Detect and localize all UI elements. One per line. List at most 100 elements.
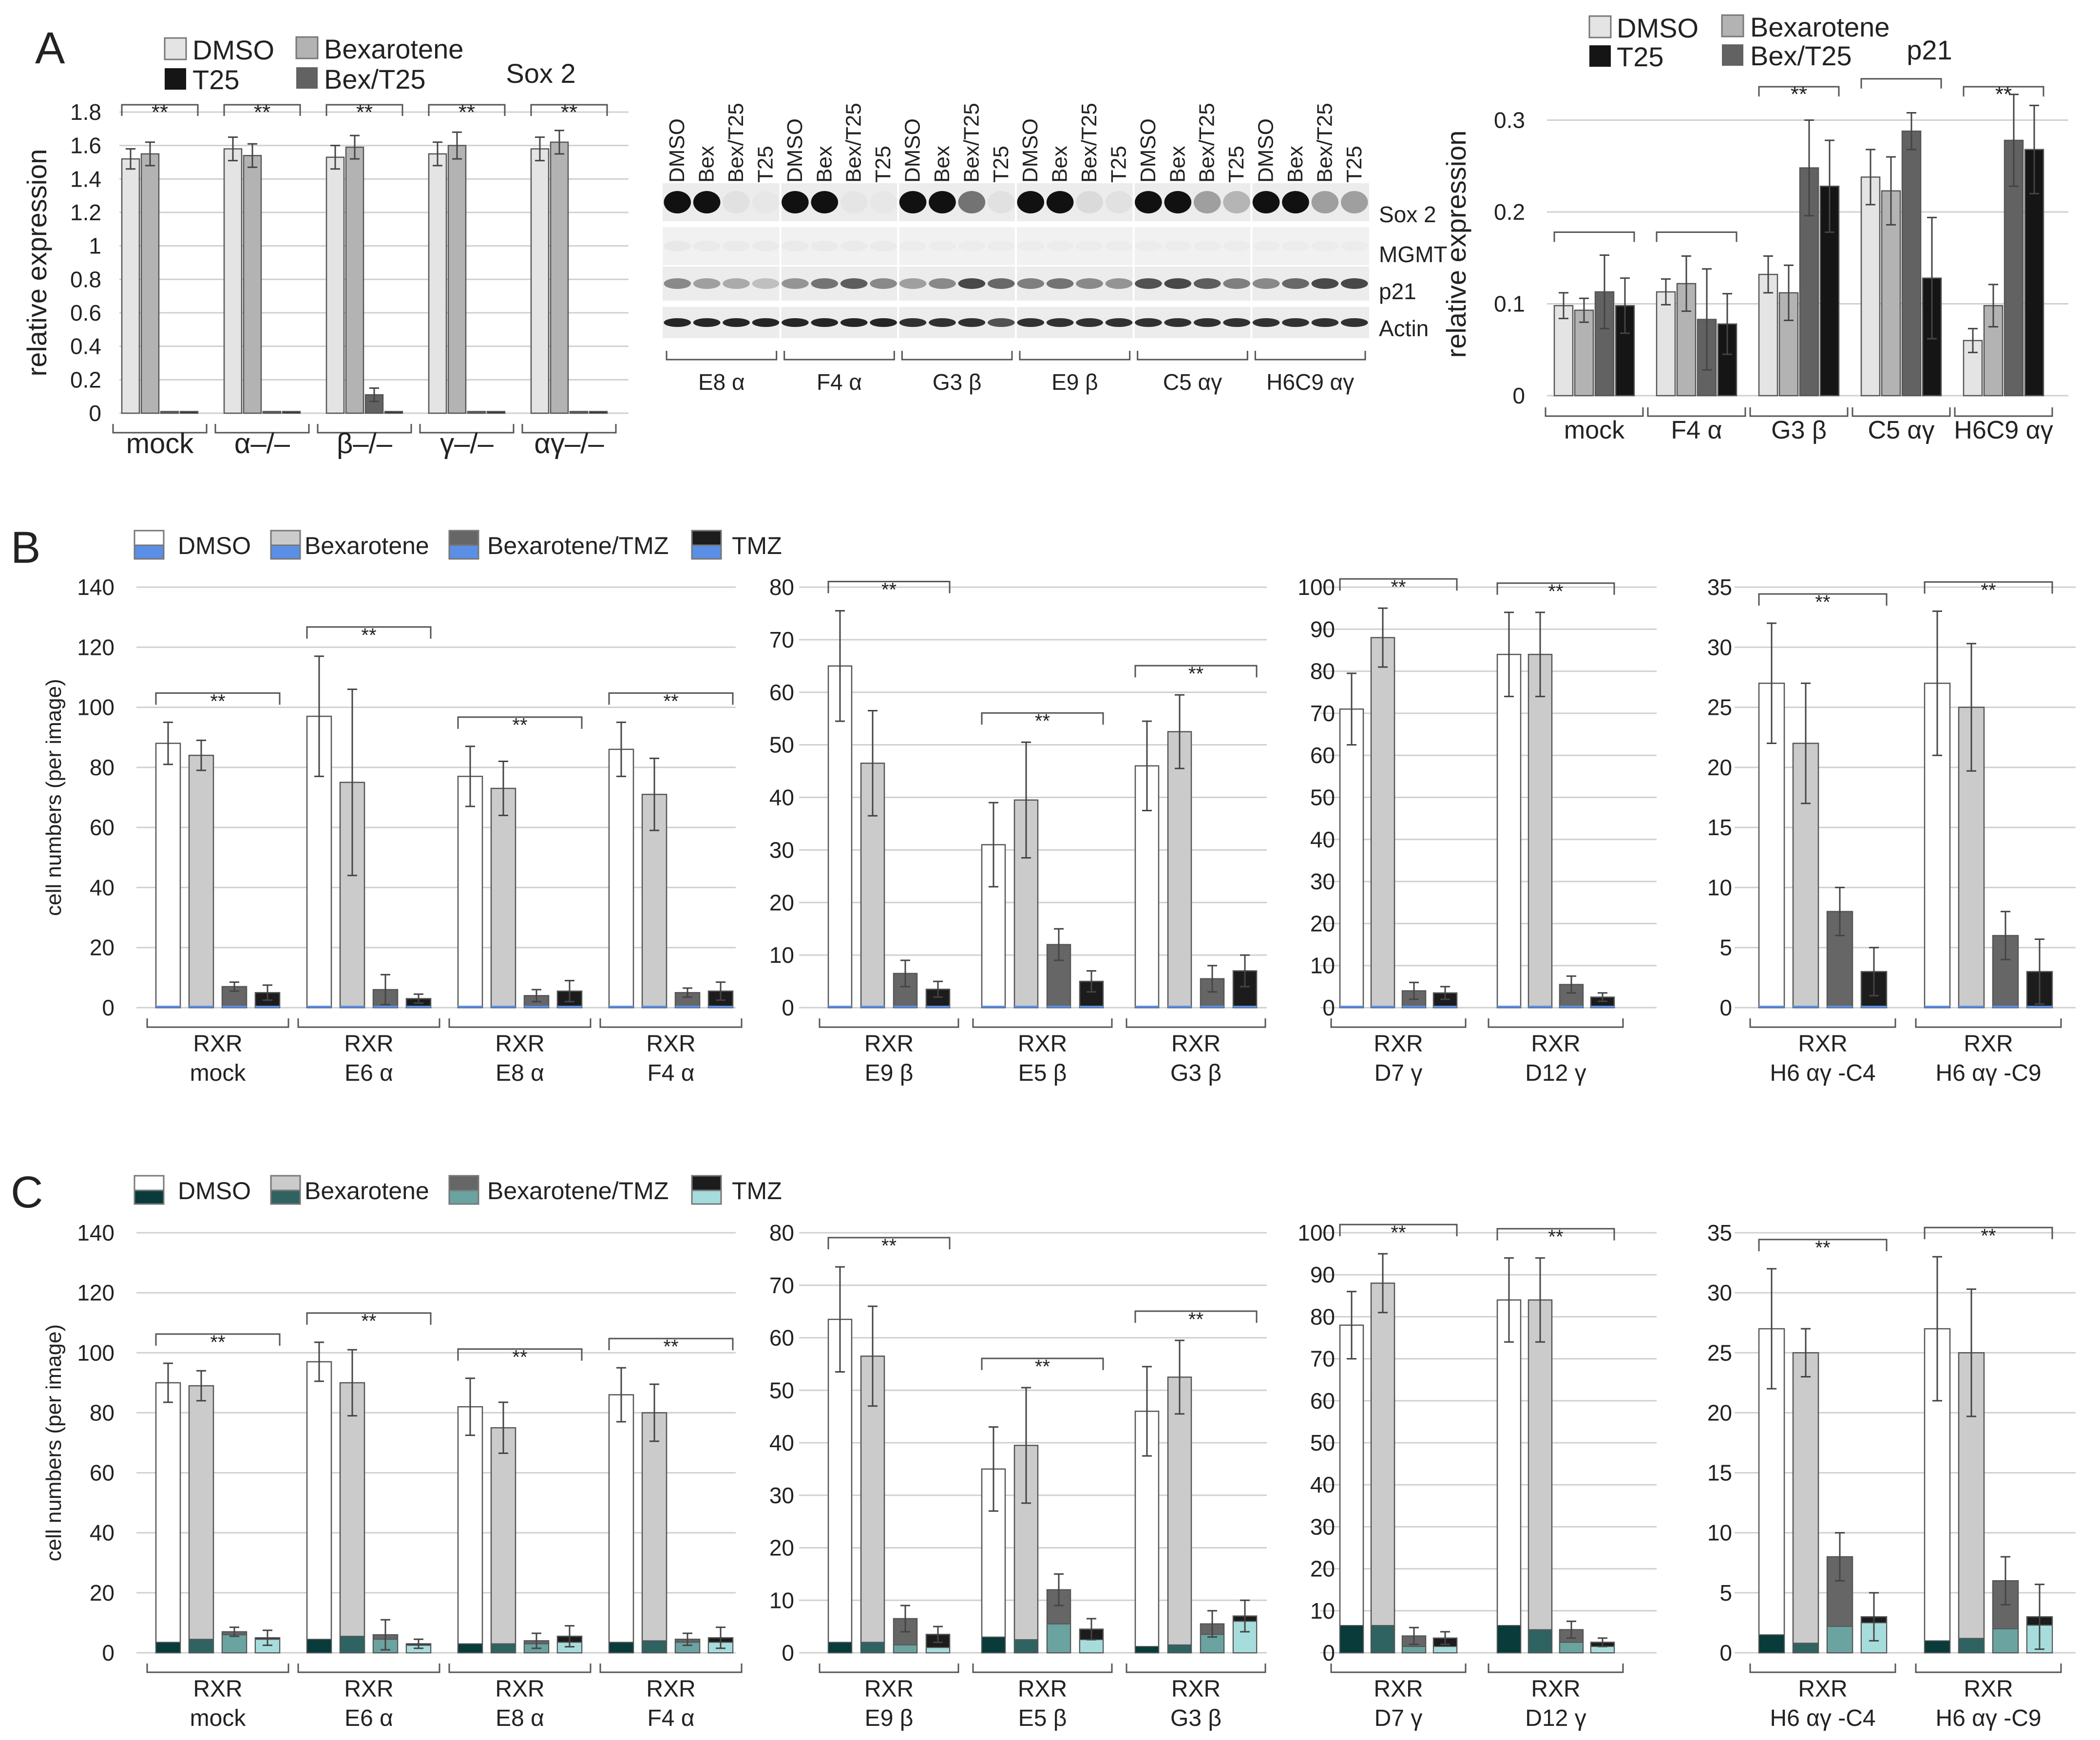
category-sublabel: E5 β bbox=[1018, 1060, 1067, 1086]
blot-lane-label: T25 bbox=[1224, 146, 1248, 183]
bar bbox=[345, 146, 364, 414]
group-underline bbox=[972, 1664, 1113, 1673]
group-underline bbox=[1749, 1664, 1896, 1673]
category-sublabel: E6 α bbox=[344, 1705, 393, 1731]
significance-bracket bbox=[155, 692, 281, 705]
y-tick-label: 0 bbox=[1719, 1640, 1732, 1665]
bar bbox=[1656, 291, 1676, 397]
y-tick-label: 35 bbox=[1707, 1220, 1732, 1245]
blot-band bbox=[693, 241, 721, 251]
y-tick-label: 80 bbox=[769, 574, 794, 600]
y-tick-label: 20 bbox=[1707, 755, 1732, 780]
bar-base-segment bbox=[1993, 1006, 2018, 1008]
legend-label-t25: T25 bbox=[1617, 41, 1664, 72]
y-tick-label: 0.4 bbox=[70, 334, 101, 359]
blot-band bbox=[958, 318, 986, 327]
chart-B-beta: 0 10 20 30 40 50 60 70 80 RXR E9 β ** RXR E5 β ** RXR G3… bbox=[769, 574, 1267, 1086]
group-underline bbox=[819, 1664, 959, 1673]
y-tick-label: 140 bbox=[77, 574, 115, 600]
legend-swatch-bexarotene bbox=[1721, 14, 1744, 38]
blot-band bbox=[899, 191, 927, 213]
significance-bracket bbox=[155, 1333, 281, 1346]
blot-band bbox=[870, 278, 897, 289]
group-underline bbox=[1330, 1664, 1467, 1673]
category-sublabel: H6 αγ -C4 bbox=[1770, 1705, 1875, 1731]
bar bbox=[457, 776, 483, 1009]
blot-band bbox=[782, 318, 809, 327]
y-tick-label: 100 bbox=[77, 695, 115, 720]
significance-marker: ** bbox=[152, 100, 168, 124]
blot-lane-label: DMSO bbox=[665, 118, 689, 183]
bar-base-segment bbox=[1590, 1646, 1615, 1654]
group-underline bbox=[448, 1664, 592, 1673]
bar bbox=[1860, 176, 1881, 397]
bar-base-segment bbox=[1433, 1006, 1457, 1008]
blot-band bbox=[1311, 278, 1339, 289]
y-tick-label: 0 bbox=[89, 401, 101, 426]
bar bbox=[589, 411, 608, 414]
category-label: RXR bbox=[1531, 1676, 1580, 1702]
bar bbox=[1574, 309, 1594, 397]
blot-lane-label: Bex/T25 bbox=[724, 103, 748, 183]
blot-band bbox=[1076, 318, 1103, 327]
significance-marker: ** bbox=[561, 100, 577, 124]
blot-band bbox=[958, 278, 986, 289]
group-underline bbox=[297, 1664, 440, 1673]
significance-marker: ** bbox=[512, 715, 527, 736]
bar bbox=[550, 141, 569, 414]
category-label: RXR bbox=[1018, 1676, 1067, 1702]
significance-bracket bbox=[1758, 593, 1888, 606]
bar bbox=[457, 1406, 483, 1654]
blot-lane-label: Bex bbox=[812, 146, 836, 183]
blot-band bbox=[1135, 241, 1162, 251]
blot-band bbox=[1135, 191, 1162, 213]
significance-marker: ** bbox=[254, 100, 270, 124]
y-tick-label: 10 bbox=[769, 1587, 794, 1613]
bar bbox=[306, 1361, 332, 1654]
bar bbox=[384, 411, 403, 414]
group-underline bbox=[1749, 407, 1849, 417]
legend-label-bextmz: Bexarotene/TMZ bbox=[487, 532, 668, 559]
category-label: RXR bbox=[1018, 1031, 1067, 1057]
y-tick-label: 25 bbox=[1707, 1340, 1732, 1365]
significance-marker: ** bbox=[210, 1332, 225, 1353]
significance-bracket bbox=[1758, 86, 1840, 96]
y-axis-label: cell numbers (per image) bbox=[42, 1324, 66, 1562]
significance-bracket bbox=[1963, 86, 2044, 96]
blot-band bbox=[1252, 278, 1280, 289]
y-tick-label: 50 bbox=[1310, 1430, 1335, 1455]
bar-base-segment bbox=[406, 1006, 431, 1008]
category-sublabel: F4 α bbox=[647, 1060, 694, 1086]
y-tick-label: 30 bbox=[769, 837, 794, 862]
y-tick-label: 90 bbox=[1310, 1262, 1335, 1287]
bar-base-segment bbox=[255, 1006, 280, 1008]
blot-band bbox=[1311, 191, 1339, 213]
significance-bracket bbox=[1496, 1228, 1615, 1241]
blot-band bbox=[1076, 241, 1103, 251]
bar-base-segment bbox=[458, 1643, 483, 1653]
blot-band bbox=[1341, 278, 1368, 289]
blot-band bbox=[811, 191, 839, 213]
legend-swatch-bexarotene bbox=[270, 1175, 301, 1191]
bar bbox=[1496, 653, 1522, 1009]
bar bbox=[608, 748, 634, 1009]
chart-C-alpha: 0 20 40 60 80 100 120 140 cell numbers (per imag… bbox=[42, 1220, 743, 1731]
blot-lane-label: DMSO bbox=[783, 118, 807, 183]
significance-marker: ** bbox=[1391, 576, 1406, 598]
y-tick-label: 20 bbox=[90, 1580, 115, 1606]
bar bbox=[530, 148, 550, 414]
blot-lane-label: DMSO bbox=[1136, 118, 1160, 183]
significance-bracket bbox=[1656, 231, 1737, 242]
bar bbox=[1527, 1299, 1553, 1654]
legend-label-bexarotene: Bexarotene bbox=[324, 34, 463, 64]
significance-marker: ** bbox=[663, 1336, 678, 1358]
blot-band bbox=[782, 278, 809, 289]
y-tick-label: 60 bbox=[90, 1460, 115, 1486]
y-tick-label: 40 bbox=[90, 1520, 115, 1546]
blot-group-underline bbox=[901, 351, 1013, 361]
chart-A-p21: 0 0.1 0.2 0.3 relative expression p21 mock F4 α… bbox=[1441, 35, 2068, 444]
legend-swatch-dmso-low bbox=[134, 544, 165, 560]
group-underline bbox=[1647, 407, 1746, 417]
category-label: mock bbox=[126, 428, 194, 459]
y-tick-label: 30 bbox=[1310, 1514, 1335, 1539]
